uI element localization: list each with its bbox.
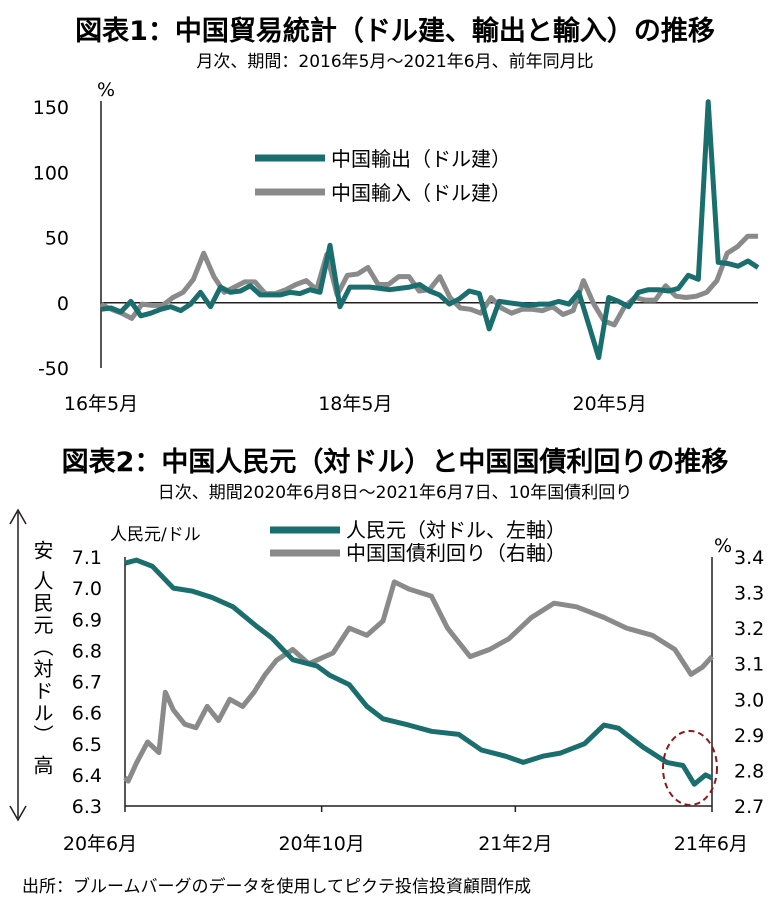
chart1-x-tick-label: 16年5月 [64,393,138,415]
legend-label-yield: 中国国債利回り（右軸） [346,541,566,565]
chart2-x-tick-label: 20年6月 [63,833,137,855]
chart1-y-ticks: 150 100 50 0 -50 [33,97,69,380]
source-note: 出所：ブルームバーグのデータを使用してピクテ投信投資顧問作成 [22,876,531,897]
chart2-legend: 人民元（対ドル、左軸） 中国国債利回り（右軸） [270,518,566,565]
chart2-left-tick-label: 7.1 [72,547,102,569]
chart1-title: 図表1：中国貿易統計（ドル建、輸出と輸入）の推移 [75,15,715,47]
chart2-right-tick-label: 3.0 [734,689,764,711]
chart1-series-line [99,233,758,328]
chart2-series-line [124,557,714,787]
chart2-series [123,557,714,787]
chart2-x-tick-label: 20年10月 [278,833,364,855]
chart2-left-tick-label: 6.6 [72,703,102,725]
legend-label-import: 中国輸入（ドル建） [331,181,511,205]
chart2-left-tick-label: 6.3 [72,796,102,818]
side-arrow-down-icon [9,805,27,822]
highlight-dashed-circle [662,730,718,806]
chart1-y-tick-label: 0 [57,293,69,315]
chart2-right-tick-label: 2.9 [734,725,764,747]
chart2-x-ticks: 20年6月 20年10月 21年2月 21年6月 [63,806,748,855]
chart2-right-tick-label: 3.1 [734,654,764,676]
chart2-right-tick-label: 2.8 [734,760,764,782]
chart2-title: 図表2：中国人民元（対ドル）と中国国債利回りの推移 [62,447,729,478]
chart1-unit-label: % [97,79,115,101]
chart2-left-ticks: 7.1 7.0 6.9 6.8 6.7 6.6 6.5 6.4 6.3 [72,547,102,818]
chart2-left-tick-label: 6.7 [72,672,102,694]
chart2-axes [124,557,713,807]
chart2-side-label: 安 人民元（対ドル） 高 [9,508,54,822]
chart2-right-tick-label: 3.3 [734,583,764,605]
chart1-x-tick-label: 18年5月 [318,393,392,415]
chart1-y-tick-label: -50 [38,358,69,380]
chart2-left-tick-label: 6.4 [72,765,102,787]
chart1-x-tick-label: 20年5月 [573,393,647,415]
chart1-series [99,99,760,361]
chart2-left-tick-label: 6.9 [72,609,102,631]
chart2-left-tick-label: 6.5 [72,734,102,756]
chart2-right-tick-label: 2.7 [734,796,764,818]
chart1-legend: 中国輸出（ドル建） 中国輸入（ドル建） [255,147,511,205]
chart1-series-line [100,99,760,361]
legend-label-yuan: 人民元（対ドル、左軸） [346,518,566,542]
chart2-left-tick-label: 6.8 [72,640,102,662]
chart2-right-ticks: 3.4 3.3 3.2 3.1 3.0 2.9 2.8 2.7 [734,547,764,818]
chart1-y-tick-label: 100 [33,162,69,184]
chart2-series-line [123,579,714,784]
chart2-right-tick-label: 3.2 [734,618,764,640]
chart1-y-tick-label: 150 [33,97,69,119]
chart2-right-axis-label: % [714,535,732,557]
chart2-subtitle: 日次、期間2020年6月8日～2021年6月7日、10年国債利回り [158,483,632,503]
chart2-x-tick-label: 21年6月 [674,833,748,855]
chart2-right-tick-label: 3.4 [734,547,764,569]
chart1-subtitle: 月次、期間：2016年5月～2021年6月、前年同月比 [196,52,593,72]
chart1-axes [100,101,758,368]
chart2-left-axis-label: 人民元/ドル [110,525,201,545]
chart1-y-tick-label: 50 [45,228,69,250]
side-arrow-up-icon [9,508,27,525]
chart2-side-label-text: 安 人民元（対ドル） 高 [30,540,54,777]
chart2-left-tick-label: 7.0 [72,578,102,600]
chart2-x-tick-label: 21年2月 [478,833,552,855]
legend-label-export: 中国輸出（ドル建） [331,147,511,171]
chart1-x-ticks: 16年5月 18年5月 20年5月 [64,393,647,415]
